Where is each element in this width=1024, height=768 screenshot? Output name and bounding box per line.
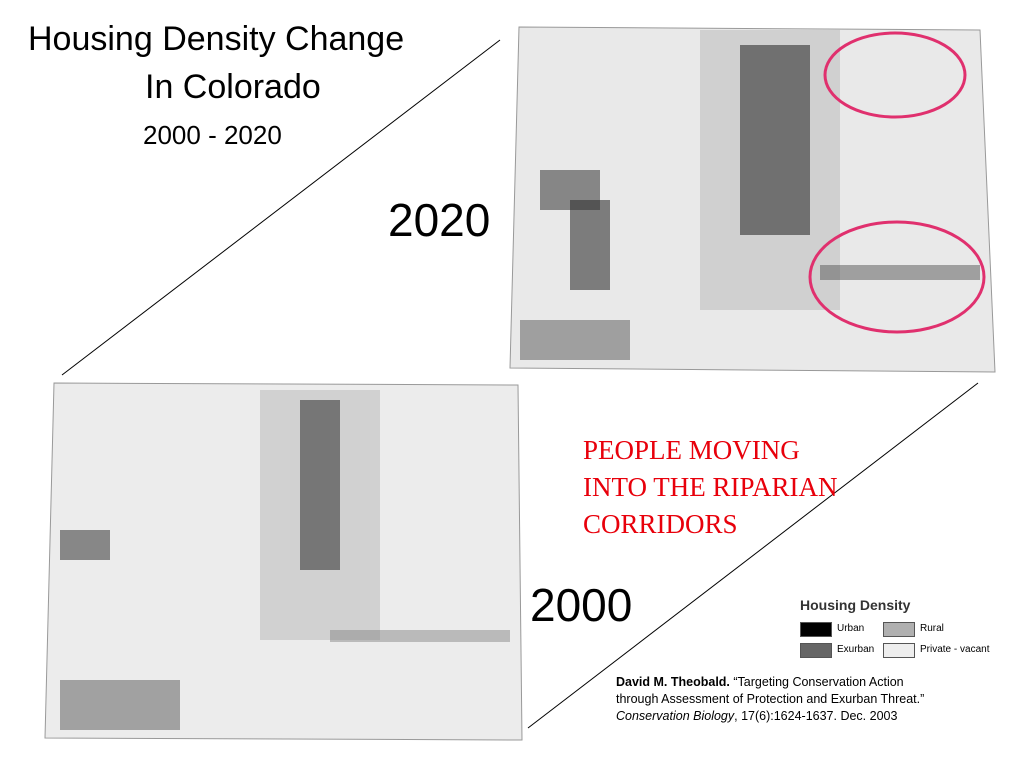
citation-journal: Conservation Biology bbox=[616, 709, 735, 723]
connector-line bbox=[61, 39, 501, 376]
legend-label: Urban bbox=[837, 623, 865, 634]
map-label: 2000 bbox=[530, 579, 633, 631]
legend-label: Exurban bbox=[837, 644, 875, 655]
subtitle: 2000 - 2020 bbox=[143, 120, 282, 150]
legend-label: Private - vacant bbox=[920, 644, 990, 655]
legend-title: Housing Density bbox=[800, 597, 911, 613]
legend-swatch bbox=[800, 622, 832, 637]
title: In Colorado bbox=[145, 68, 321, 106]
annotation: INTO THE RIPARIAN bbox=[583, 472, 838, 502]
citation: David M. Theobald. “Targeting Conservati… bbox=[616, 674, 924, 725]
map-label: 2020 bbox=[388, 194, 491, 246]
citation-details: , 17(6):1624-1637. Dec. 2003 bbox=[734, 709, 898, 723]
legend-swatch bbox=[800, 643, 832, 658]
citation-author: David M. Theobald. bbox=[616, 675, 730, 689]
legend-label: Rural bbox=[920, 623, 944, 634]
map-2020 bbox=[509, 26, 996, 373]
citation-title: “Targeting Conservation Action bbox=[733, 675, 904, 689]
citation-title: through Assessment of Protection and Exu… bbox=[616, 692, 925, 706]
legend-swatch bbox=[883, 622, 915, 637]
connector-line bbox=[527, 382, 979, 729]
annotation: PEOPLE MOVING bbox=[583, 435, 800, 465]
legend-swatch bbox=[883, 643, 915, 658]
map-2000 bbox=[44, 382, 523, 741]
annotation: CORRIDORS bbox=[583, 509, 738, 539]
title: Housing Density Change bbox=[28, 20, 405, 58]
